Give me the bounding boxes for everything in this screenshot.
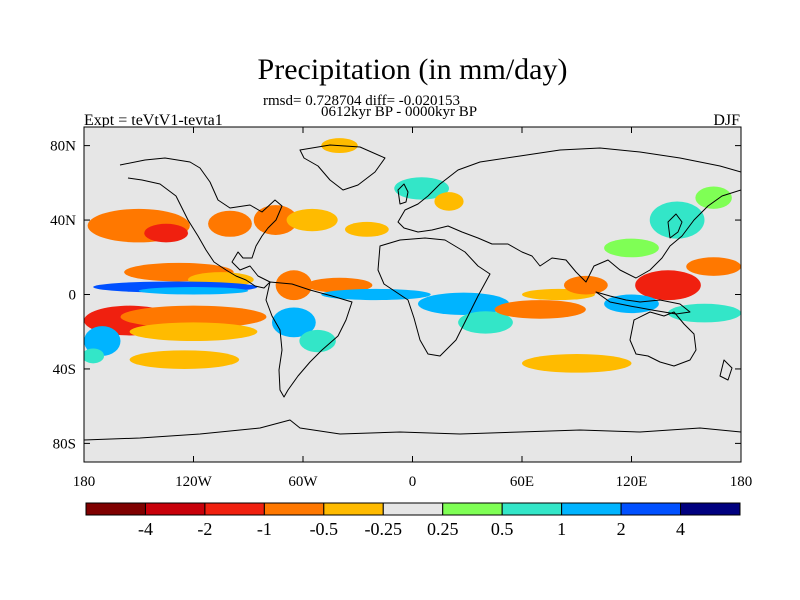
anomaly-field xyxy=(84,138,741,373)
anomaly-region-28 xyxy=(635,270,701,301)
anomaly-region-18 xyxy=(299,329,336,353)
anomaly-region-21 xyxy=(417,292,510,315)
x-tick-label-6: 180 xyxy=(730,474,753,490)
colorbar-box-0 xyxy=(85,502,146,516)
colorbar-box-5 xyxy=(382,502,444,516)
anomaly-region-7 xyxy=(120,305,267,329)
anomaly-region-10 xyxy=(84,348,105,364)
anomaly-region-26 xyxy=(434,192,464,211)
colorbar-box-8 xyxy=(561,502,622,516)
anomaly-region-31 xyxy=(649,201,705,239)
colorbar-label-7: 1 xyxy=(557,519,566,539)
experiment-label: Expt = teVtV1-tevta1 xyxy=(84,112,223,129)
colorbar-label-9: 4 xyxy=(676,519,685,539)
anomaly-region-8 xyxy=(129,322,258,342)
anomaly-region-19 xyxy=(306,277,373,293)
coastline-indonesia xyxy=(595,291,691,315)
coastline-uk xyxy=(397,183,409,205)
anomaly-region-22 xyxy=(458,311,513,334)
y-tick-label-1: 40N xyxy=(50,213,76,229)
season-label: DJF xyxy=(713,112,740,129)
colorbar-boxes: -4 -2 -1 -0.5 -0.25 0.25 0.5 1 2 4 xyxy=(85,502,741,539)
coastline-antarctica xyxy=(84,419,741,441)
anomaly-region-34 xyxy=(686,257,741,276)
anomaly-region-11 xyxy=(129,350,240,369)
anomaly-region-35 xyxy=(522,354,632,373)
colorbar-label-1: -2 xyxy=(197,519,212,539)
colorbar-box-2 xyxy=(204,502,265,516)
colorbar-label-5: 0.25 xyxy=(427,519,459,539)
anomaly-region-32 xyxy=(604,238,659,258)
colorbar-label-2: -1 xyxy=(257,519,272,539)
colorbar-label-8: 2 xyxy=(617,519,626,539)
anomaly-region-5 xyxy=(138,287,249,295)
colorbar-box-6 xyxy=(442,502,503,516)
coastlines xyxy=(84,144,741,441)
anomaly-region-16 xyxy=(275,270,313,301)
anomaly-region-23 xyxy=(494,300,586,319)
coastline-greenland xyxy=(299,144,386,191)
colorbar-label-4: -0.25 xyxy=(365,519,403,539)
coastline-eurasia xyxy=(397,147,741,283)
x-tick-label-5: 120E xyxy=(616,474,648,490)
colorbar-box-3 xyxy=(263,502,325,516)
anomaly-region-27 xyxy=(563,275,608,295)
x-tick-label-2: 60W xyxy=(288,474,318,490)
colorbar-box-7 xyxy=(501,502,563,516)
chart-subtitle-period: 0612kyr BP - 0000kyr BP xyxy=(321,104,478,120)
coastline-japan xyxy=(667,213,683,239)
anomaly-region-15 xyxy=(344,221,389,237)
chart-title: Precipitation (in mm/day) xyxy=(257,53,568,86)
colorbar-box-1 xyxy=(144,502,206,516)
x-tick-label-0: 180 xyxy=(73,474,96,490)
anomaly-region-12 xyxy=(208,210,252,237)
colorbar-label-0: -4 xyxy=(138,519,153,539)
colorbar-box-10 xyxy=(680,502,741,516)
x-tick-label-1: 120W xyxy=(175,474,213,490)
coastline-new-zealand xyxy=(719,359,733,381)
x-tick-label-3: 0 xyxy=(409,474,417,490)
y-tick-label-0: 80N xyxy=(50,139,76,155)
anomaly-region-14 xyxy=(286,208,338,232)
y-tick-label-2: 0 xyxy=(69,288,77,304)
coastline-australia xyxy=(629,311,697,367)
coastline-south-america xyxy=(265,281,353,398)
y-tick-label-3: 40S xyxy=(53,362,76,378)
map-axes: 180 120W 60W 0 60E 120E 180 80N 40N 0 40S 80S xyxy=(50,127,752,490)
colorbar-label-3: -0.5 xyxy=(310,519,339,539)
x-tick-label-4: 60E xyxy=(510,474,534,490)
colorbar-label-6: 0.5 xyxy=(491,519,514,539)
anomaly-region-33 xyxy=(695,186,732,209)
anomaly-region-17 xyxy=(271,307,316,338)
coastline-north-america xyxy=(119,157,283,289)
colorbar-box-4 xyxy=(323,502,384,516)
colorbar-box-9 xyxy=(620,502,682,516)
y-tick-label-4: 80S xyxy=(53,436,76,452)
anomaly-region-1 xyxy=(144,223,189,243)
coastline-africa xyxy=(377,237,491,357)
chart-subtitle-rmsd: rmsd= 0.728704 diff= -0.020153 xyxy=(263,93,461,109)
